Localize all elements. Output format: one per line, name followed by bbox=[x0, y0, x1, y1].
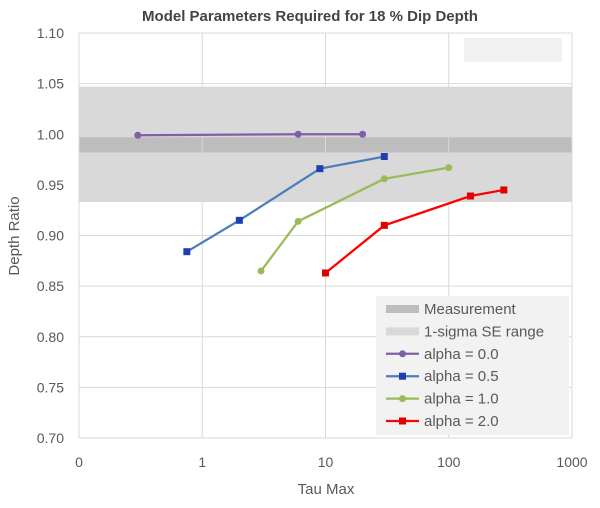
legend-placeholder-box bbox=[464, 38, 562, 62]
chart-title: Model Parameters Required for 18 % Dip D… bbox=[142, 8, 478, 25]
data-point bbox=[359, 130, 367, 138]
data-point bbox=[322, 269, 329, 277]
y-tick-label: 0.75 bbox=[37, 379, 64, 395]
series-line bbox=[260, 166, 449, 272]
data-point bbox=[183, 248, 191, 256]
y-axis-label: Depth Ratio bbox=[6, 196, 23, 275]
legend-background bbox=[376, 296, 569, 435]
data-point bbox=[134, 131, 142, 139]
legend-marker bbox=[399, 350, 406, 358]
data-point bbox=[294, 130, 302, 138]
data-point bbox=[235, 216, 243, 224]
series-0 bbox=[134, 130, 367, 139]
data-point bbox=[466, 192, 474, 200]
y-tick-label: 0.70 bbox=[37, 430, 64, 446]
y-tick-label: 1.00 bbox=[37, 126, 64, 142]
legend: Measurement 1-sigma SE range alpha = 0.0 al… bbox=[376, 296, 569, 435]
legend-label: alpha = 2.0 bbox=[424, 413, 499, 430]
y-tick-label: 0.90 bbox=[37, 228, 64, 244]
legend-label: alpha = 0.5 bbox=[424, 368, 499, 385]
series-line bbox=[137, 133, 363, 137]
data-point bbox=[316, 165, 324, 173]
series-3 bbox=[322, 186, 508, 277]
data-point bbox=[445, 164, 453, 172]
x-tick-label: 100 bbox=[437, 454, 461, 470]
data-point bbox=[380, 175, 388, 183]
axis-layer: 0.70 0.75 0.80 0.85 0.90 0.95 1.00 1.05 1.10 0 1 10… bbox=[37, 25, 588, 470]
data-point bbox=[294, 217, 302, 225]
series-line bbox=[186, 155, 385, 253]
y-tick-label: 0.85 bbox=[37, 278, 64, 294]
legend-label: alpha = 0.0 bbox=[424, 346, 499, 363]
data-point bbox=[257, 267, 265, 275]
series-2 bbox=[257, 164, 453, 275]
legend-label: alpha = 1.0 bbox=[424, 391, 499, 408]
x-tick-label: 1000 bbox=[556, 454, 587, 470]
series-line bbox=[324, 188, 505, 274]
data-point bbox=[380, 153, 388, 161]
y-tick-label: 1.10 bbox=[37, 25, 64, 41]
legend-label: 1-sigma SE range bbox=[424, 323, 544, 340]
legend-label: Measurement bbox=[424, 301, 517, 318]
series-1 bbox=[183, 153, 388, 256]
x-tick-label: 1 bbox=[198, 454, 206, 470]
x-axis-label: Tau Max bbox=[298, 481, 355, 498]
legend-marker bbox=[399, 417, 406, 425]
x-tick-label: 10 bbox=[318, 454, 334, 470]
data-point bbox=[380, 221, 388, 229]
y-tick-label: 0.80 bbox=[37, 329, 64, 345]
y-tick-label: 1.05 bbox=[37, 76, 64, 92]
data-point bbox=[500, 186, 508, 194]
series-layer bbox=[134, 130, 508, 277]
legend-swatch bbox=[386, 327, 419, 336]
legend-swatch bbox=[386, 305, 419, 313]
y-tick-label: 0.95 bbox=[37, 177, 64, 193]
legend-marker bbox=[399, 372, 406, 380]
x-tick-label: 0 bbox=[75, 454, 83, 470]
legend-marker bbox=[399, 395, 406, 403]
